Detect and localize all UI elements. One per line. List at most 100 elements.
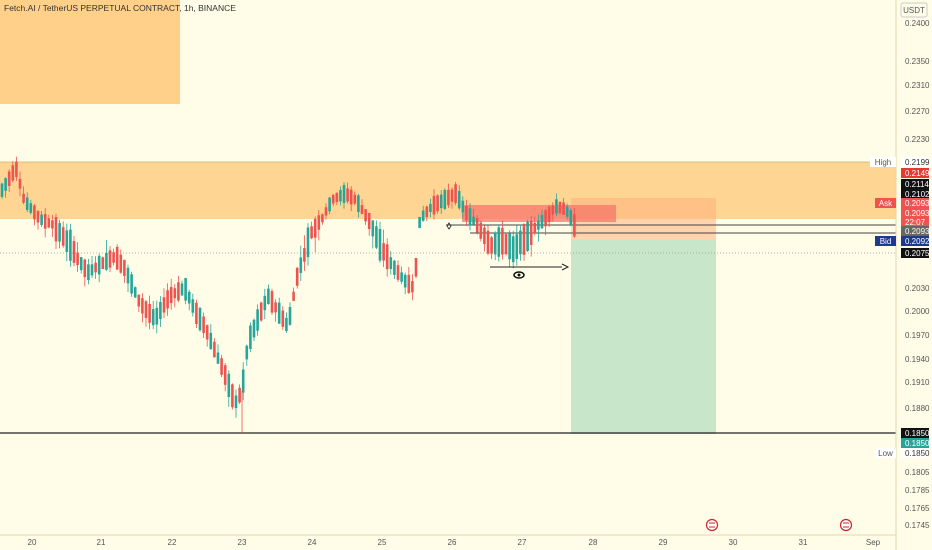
candle-body — [231, 384, 234, 408]
price-label-text: 0.2102 — [905, 190, 930, 199]
candle-body — [11, 165, 15, 181]
y-tick-label: 0.1910 — [905, 378, 930, 387]
candle-body — [439, 194, 443, 209]
price-tag-text: High — [875, 158, 891, 167]
price-label-box — [901, 189, 929, 199]
candle-body — [51, 220, 54, 229]
candle-body — [43, 213, 47, 229]
candle-body — [468, 208, 472, 226]
candle-body — [389, 257, 393, 269]
candle-body — [4, 178, 7, 191]
price-label-box — [901, 438, 929, 448]
x-tick-label: 22 — [168, 538, 177, 547]
candle-body — [515, 234, 519, 259]
candle-body — [105, 252, 108, 270]
candle-body — [342, 184, 346, 203]
candle-body — [504, 233, 508, 255]
x-tick-label: 20 — [28, 538, 37, 547]
candle-body — [220, 358, 223, 375]
price-label-text: 0.2114 — [905, 180, 929, 189]
candle-body — [256, 309, 259, 331]
candle-body — [184, 278, 187, 301]
x-tick-label: Sep — [866, 538, 881, 547]
candle-body — [501, 227, 504, 255]
candle-body — [303, 248, 306, 262]
candle-body — [371, 220, 375, 237]
candle-body — [432, 195, 436, 215]
candle-body — [429, 203, 432, 212]
candle-body — [519, 230, 522, 255]
y-tick-label: 0.2350 — [905, 57, 930, 66]
x-tick-label: 30 — [729, 538, 738, 547]
candle-body — [141, 298, 144, 314]
candle-body — [40, 214, 43, 226]
currency-box — [900, 2, 928, 18]
price-tag-text: Bid — [880, 237, 892, 246]
price-label-text: 0.2149 — [905, 169, 930, 178]
price-label-text: 0.2093 — [905, 199, 930, 208]
candle-body — [274, 302, 277, 313]
candle-body — [522, 224, 526, 255]
candle-body — [421, 210, 425, 221]
candle-body — [565, 206, 569, 217]
candle-body — [87, 264, 90, 281]
price-label-box — [901, 236, 929, 246]
candle-body — [277, 302, 281, 324]
candle-body — [472, 216, 475, 225]
candle-body — [144, 301, 148, 319]
x-tick-label: 23 — [238, 538, 247, 547]
x-tick-label: 24 — [308, 538, 317, 547]
y-tick-label: 0.2000 — [905, 307, 930, 316]
candle-body — [493, 232, 497, 255]
candle-body — [76, 252, 79, 266]
candle-body — [15, 161, 18, 178]
candle-body — [47, 218, 51, 228]
y-tick-label: 0.2310 — [905, 81, 930, 90]
price-label-text: 22:07 — [905, 218, 926, 227]
candle-body — [526, 221, 529, 252]
x-tick-label: 31 — [799, 538, 808, 547]
candle-body — [292, 291, 295, 301]
candle-body — [130, 274, 133, 294]
eye-pupil — [517, 273, 521, 277]
candle-body — [529, 220, 533, 246]
candle-body — [155, 307, 159, 325]
candle-body — [94, 262, 97, 273]
candle-body — [321, 214, 324, 223]
candle-body — [213, 341, 216, 358]
upper-supply-zone — [0, 0, 180, 104]
candle-body — [216, 352, 220, 364]
candle-body — [227, 373, 231, 397]
candle-body — [335, 192, 339, 202]
candle-body — [425, 206, 429, 218]
price-label-text: 0.2093 — [905, 227, 930, 236]
candle-body — [331, 194, 335, 204]
price-label-box — [901, 157, 929, 167]
price-label-text: 0.2092 — [905, 237, 930, 246]
candle-body — [317, 215, 321, 230]
price-tag-box — [870, 157, 896, 167]
candle-body — [151, 309, 155, 326]
candle-body — [198, 307, 202, 331]
candle-body — [457, 190, 461, 209]
y-tick-label: 0.1880 — [905, 404, 930, 413]
candle-body — [123, 259, 126, 276]
candle-body — [137, 294, 141, 307]
candle-body — [33, 205, 36, 220]
candle-body — [180, 283, 184, 296]
candle-body — [396, 265, 400, 280]
y-tick-label: 0.1805 — [905, 468, 930, 477]
x-tick-label: 27 — [518, 538, 527, 547]
candle-body — [540, 215, 544, 229]
y-tick-label: 0.1765 — [905, 504, 930, 513]
price-label-box — [901, 198, 929, 208]
candle-body — [36, 210, 40, 223]
candle-body — [547, 206, 551, 223]
candle-body — [497, 227, 501, 257]
candle-body — [288, 306, 292, 325]
candle-body — [58, 223, 61, 242]
candle-body — [162, 297, 166, 313]
candle-body — [479, 222, 483, 239]
